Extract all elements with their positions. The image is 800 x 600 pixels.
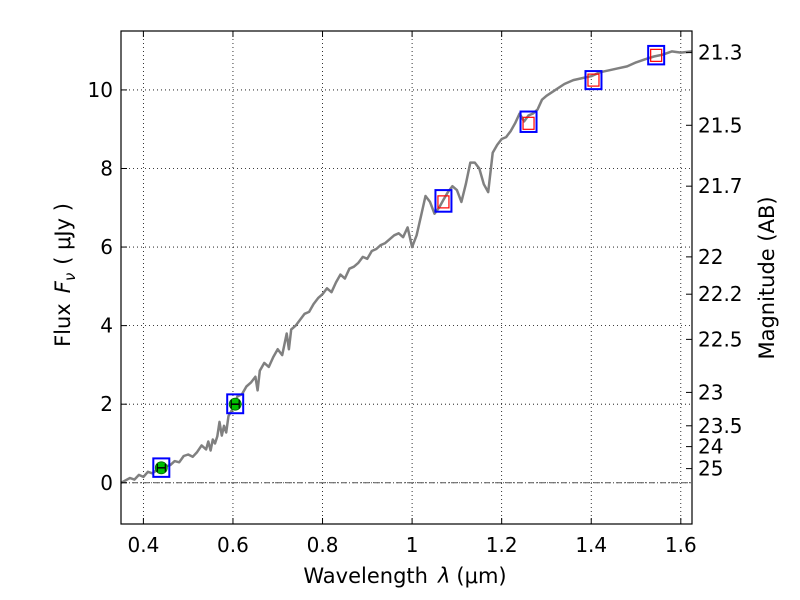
- model-flux-box: [647, 44, 666, 66]
- x-tick-label: 0.6: [217, 533, 249, 557]
- model-flux-point: [650, 48, 663, 62]
- y-tick-label: 10: [88, 78, 113, 102]
- y-axis-title: FluxFν( μJy ): [51, 203, 79, 347]
- magnitude-tick-label: 22: [698, 245, 723, 269]
- y-tick-label: 4: [100, 314, 113, 338]
- y-tick-label: 2: [100, 392, 113, 416]
- y-tick-label: 8: [100, 156, 113, 180]
- magnitude-axis-title: Magnitude (AB): [755, 196, 779, 359]
- y-tick-label: 0: [100, 471, 113, 495]
- model-flux-point: [587, 73, 600, 87]
- magnitude-tick-label: 21.7: [698, 174, 743, 198]
- x-axis-title: Wavelength λ (μm): [303, 564, 506, 588]
- magnitude-tick-label: 24: [698, 435, 723, 459]
- magnitude-tick-label: 21.3: [698, 41, 743, 65]
- series-model-spectrum-line: [120, 50, 693, 484]
- magnitude-tick-label: 23: [698, 380, 723, 404]
- x-tick-label: 0.4: [127, 533, 159, 557]
- x-tick-label: 1.2: [486, 533, 518, 557]
- plot-frame: [120, 30, 693, 525]
- x-axis-ticks: 0.4 0.6 0.8 1 1.2 1.4 1.6: [127, 31, 697, 557]
- x-tick-label: 0.8: [307, 533, 339, 557]
- magnitude-tick-label: 22.2: [698, 282, 743, 306]
- x-tick-label: 1.6: [665, 533, 697, 557]
- data-markers: [152, 44, 666, 478]
- model-flux-point: [437, 195, 450, 209]
- x-tick-label: 1.4: [575, 533, 607, 557]
- model-flux-point: [522, 116, 535, 130]
- photometry-box: [152, 457, 171, 478]
- magnitude-tick-label: 22.5: [698, 327, 743, 351]
- y-tick-label: 6: [100, 235, 113, 259]
- model-flux-box: [584, 70, 603, 91]
- x-tick-label: 1: [406, 533, 419, 557]
- magnitude-tick-label: 23.5: [698, 414, 743, 438]
- magnitude-tick-label: 21.5: [698, 113, 743, 137]
- model-flux-box: [434, 189, 453, 213]
- y-axis-ticks: 0 2 4 6 8 10: [88, 78, 127, 495]
- model-flux-box: [519, 110, 538, 133]
- photometry-box: [226, 393, 245, 415]
- magnitude-tick-label: 25: [698, 457, 723, 481]
